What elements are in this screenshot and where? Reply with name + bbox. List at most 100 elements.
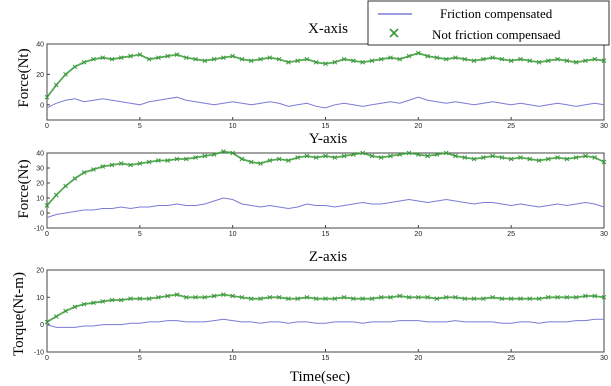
data-point-x-marker [555,294,560,300]
data-point-x-marker [378,56,384,62]
data-point-x-marker [286,59,291,65]
x-tick-label: 15 [322,355,330,362]
data-point-x-marker [332,155,338,160]
data-point-x-marker [202,153,208,159]
data-point-x-marker [434,55,440,61]
data-point-x-marker [258,161,263,166]
y-axis-label: Torque(Nt-m) [11,272,27,356]
x-tick-label: 0 [45,355,49,362]
data-point-x-marker [434,152,440,157]
data-point-x-marker [230,293,236,299]
y-tick-label: 0 [40,322,44,329]
data-point-x-marker [360,150,365,156]
data-point-x-marker [137,296,143,302]
data-point-x-marker [239,294,245,300]
data-point-x-marker [109,162,115,168]
data-point-x-marker [72,64,78,70]
data-point-x-marker [397,293,403,299]
y-tick-label: 20 [36,72,44,79]
subplot-title: Y-axis [309,131,347,147]
data-point-x-marker [332,296,338,302]
data-point-x-marker [137,52,143,57]
data-point-x-marker [462,296,468,302]
data-point-x-marker [323,61,328,67]
data-point-x-marker [508,156,514,162]
data-point-x-marker [564,294,570,300]
data-point-x-marker [545,156,551,162]
x-tick-label: 5 [138,355,142,362]
data-point-x-marker [397,56,403,62]
x-tick-label: 5 [138,231,142,238]
data-point-x-marker [118,161,124,166]
data-point-x-marker [165,158,171,163]
x-tick-label: 20 [414,355,422,362]
data-point-x-marker [276,156,282,162]
data-point-x-marker [583,58,588,64]
y-axis-label: Force(Nt) [16,48,32,107]
data-point-x-marker [350,58,356,64]
data-point-x-marker [499,296,505,302]
data-point-x-marker [415,152,421,157]
data-point-x-marker [388,153,393,159]
subplot-x-axis: X-axis Force(Nt) 0 5 10 15 20 25 30 0 20 40 [16,21,608,130]
data-point-x-marker [211,56,217,62]
data-point-x-marker [174,292,180,297]
data-point-x-marker [44,203,50,208]
data-point-x-marker [174,156,180,162]
data-point-x-marker [592,155,598,160]
data-point-x-marker [415,50,421,56]
data-point-x-marker [72,304,78,310]
data-point-x-marker [564,156,570,162]
y-tick-label: 0 [40,102,44,109]
data-point-x-marker [295,296,301,302]
data-point-x-marker [471,156,477,162]
data-point-x-marker [81,301,87,307]
y-tick-label: 20 [36,268,44,275]
data-point-x-marker [341,294,347,300]
data-point-x-marker [81,170,87,175]
data-point-x-marker [323,153,328,159]
data-point-x-marker [462,155,468,160]
data-point-x-marker [406,150,412,156]
data-point-x-marker [304,56,310,62]
data-point-x-marker [527,156,533,162]
data-point-x-marker [276,294,282,300]
data-point-x-marker [536,158,542,163]
y-tick-label: 20 [36,181,44,188]
data-point-x-marker [118,55,124,61]
data-point-x-marker [406,53,412,59]
data-point-x-marker [221,55,226,61]
data-point-x-marker [508,296,514,302]
x-tick-label: 25 [507,231,515,238]
data-point-x-marker [434,296,440,302]
data-point-x-marker [360,59,365,65]
data-point-x-marker [313,155,319,160]
data-point-x-marker [109,297,115,303]
data-point-x-marker [258,56,263,62]
data-point-x-marker [239,56,245,62]
y-tick-label: 40 [36,151,44,158]
data-point-x-marker [518,56,523,62]
data-point-x-marker [518,296,523,302]
data-point-x-marker [425,294,430,300]
data-point-x-marker [193,155,198,160]
x-tick-label: 10 [229,123,237,130]
data-point-x-marker [221,149,226,154]
data-point-x-marker [527,58,533,64]
data-point-x-marker [415,294,421,300]
data-point-x-marker [128,296,133,302]
data-point-x-marker [81,59,87,65]
data-point-x-marker [545,58,551,64]
x-tick-label: 15 [322,123,330,130]
x-tick-label: 30 [600,231,608,238]
data-point-x-marker [341,153,347,159]
data-point-x-marker [490,294,495,300]
data-point-x-marker [146,296,152,302]
x-tick-label: 20 [414,123,422,130]
data-point-x-marker [267,55,273,61]
data-point-x-marker [248,58,254,64]
data-point-x-marker [128,162,133,168]
data-point-x-marker [248,296,254,302]
data-point-x-marker [583,293,588,299]
